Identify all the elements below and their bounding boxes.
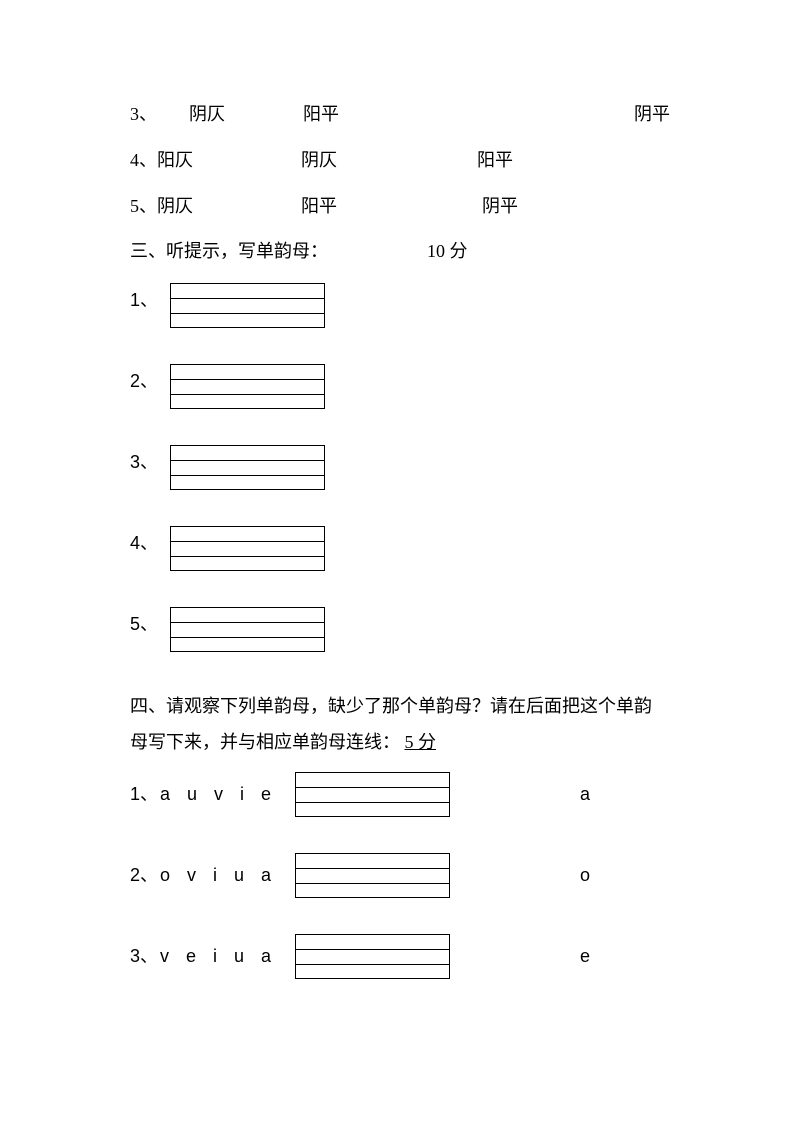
section3-item-5: 5、 <box>130 607 670 652</box>
writing-box <box>170 607 325 652</box>
section4-row-2: 2、 o v i u a o <box>130 853 670 898</box>
section4-intro-line2a: 母写下来，并与相应单韵母连线： <box>130 732 400 752</box>
q4-sequence: o v i u a <box>160 862 295 889</box>
section3-item-3: 3、 <box>130 445 670 490</box>
writing-box <box>170 283 325 328</box>
item-num: 5、 <box>130 607 158 638</box>
tone-cell: 阴平 <box>482 193 518 220</box>
q4-answer: a <box>580 781 590 808</box>
section3-points: 10 分 <box>427 241 468 261</box>
row-num: 5、 <box>130 193 157 220</box>
q4-num: 3、 <box>130 943 158 970</box>
section3-item-1: 1、 <box>130 283 670 328</box>
row-num: 3、 <box>130 101 157 128</box>
writing-box <box>295 853 450 898</box>
item-num: 1、 <box>130 283 158 314</box>
section4-intro-line2: 母写下来，并与相应单韵母连线： 5 分 <box>130 724 670 760</box>
section3-title: 三、听提示，写单韵母： 10 分 <box>130 238 670 265</box>
writing-box <box>295 772 450 817</box>
tone-cell: 阴仄 <box>157 193 193 220</box>
writing-box <box>170 526 325 571</box>
section3-item-2: 2、 <box>130 364 670 409</box>
q4-num: 2、 <box>130 862 158 889</box>
section4-row-3: 3、 v e i u a e <box>130 934 670 979</box>
section4-intro-line1: 四、请观察下列单韵母，缺少了那个单韵母？请在后面把这个单韵 <box>130 688 670 724</box>
q4-answer: e <box>580 943 590 970</box>
q4-sequence: v e i u a <box>160 943 295 970</box>
section2-row-5: 5、 阴仄 阳平 阴平 <box>130 192 670 220</box>
item-num: 3、 <box>130 445 158 476</box>
writing-box <box>170 445 325 490</box>
row-num: 4、 <box>130 147 157 174</box>
tone-cell: 阳仄 <box>157 147 193 174</box>
tone-cell: 阳平 <box>301 193 337 220</box>
section4-rows: 1、 a u v i e a 2、 o v i u a o 3、 v e i u… <box>130 772 670 979</box>
tone-cell: 阴仄 <box>189 101 225 128</box>
item-num: 2、 <box>130 364 158 395</box>
section2-rows: 3、 阴仄 阳平 阴平 4、 阳仄 阴仄 阳平 5、 阴仄 阳平 阴平 <box>130 100 670 220</box>
section3-items: 1、 2、 3、 4、 5、 <box>130 283 670 652</box>
section2-row-3: 3、 阴仄 阳平 阴平 <box>130 100 670 128</box>
tone-cell: 阴平 <box>634 101 670 128</box>
q4-answer: o <box>580 862 590 889</box>
item-num: 4、 <box>130 526 158 557</box>
q4-sequence: a u v i e <box>160 781 295 808</box>
tone-cell: 阳平 <box>477 147 513 174</box>
writing-box <box>170 364 325 409</box>
q4-num: 1、 <box>130 781 158 808</box>
section3-title-text: 三、听提示，写单韵母： <box>130 241 328 261</box>
section4-row-1: 1、 a u v i e a <box>130 772 670 817</box>
tone-cell: 阴仄 <box>301 147 337 174</box>
section4-intro: 四、请观察下列单韵母，缺少了那个单韵母？请在后面把这个单韵 母写下来，并与相应单… <box>130 688 670 760</box>
section2-row-4: 4、 阳仄 阴仄 阳平 <box>130 146 670 174</box>
tone-cell: 阳平 <box>303 101 339 128</box>
section3-item-4: 4、 <box>130 526 670 571</box>
section4-points: 5 分 <box>405 732 437 752</box>
writing-box <box>295 934 450 979</box>
